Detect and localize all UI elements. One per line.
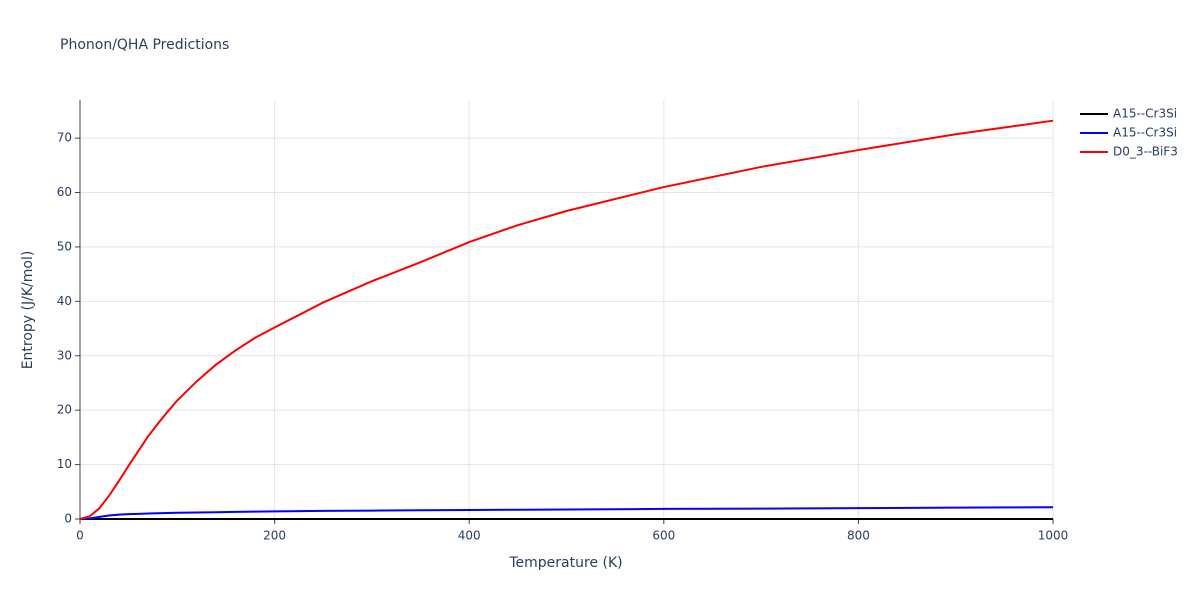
x-tick-label: 0 — [76, 529, 84, 543]
legend-label: A15--Cr3Si — [1113, 126, 1177, 140]
y-tick-label: 20 — [57, 403, 72, 417]
y-axis-title: Entropy (J/K/mol) — [20, 251, 36, 370]
x-tick-label: 400 — [458, 529, 481, 543]
y-tick-label: 50 — [57, 239, 72, 253]
series-line — [79, 506, 1054, 520]
x-tick-label: 1000 — [1038, 529, 1069, 543]
legend-label: A15--Cr3Si — [1113, 107, 1177, 121]
x-tick-label: 600 — [652, 529, 675, 543]
x-tick-label: 200 — [263, 529, 286, 543]
y-tick-label: 40 — [57, 294, 72, 308]
y-tick-label: 30 — [57, 348, 72, 362]
x-tick-label: 800 — [847, 529, 870, 543]
chart-title: Phonon/QHA Predictions — [60, 37, 229, 53]
y-tick-label: 60 — [57, 185, 72, 199]
legend-label: D0_3--BiF3 — [1113, 145, 1178, 159]
x-axis-title: Temperature (K) — [508, 555, 622, 571]
y-tick-label: 0 — [64, 512, 72, 526]
series-line — [79, 119, 1054, 520]
y-tick-label: 10 — [57, 457, 72, 471]
y-tick-label: 70 — [57, 131, 72, 145]
